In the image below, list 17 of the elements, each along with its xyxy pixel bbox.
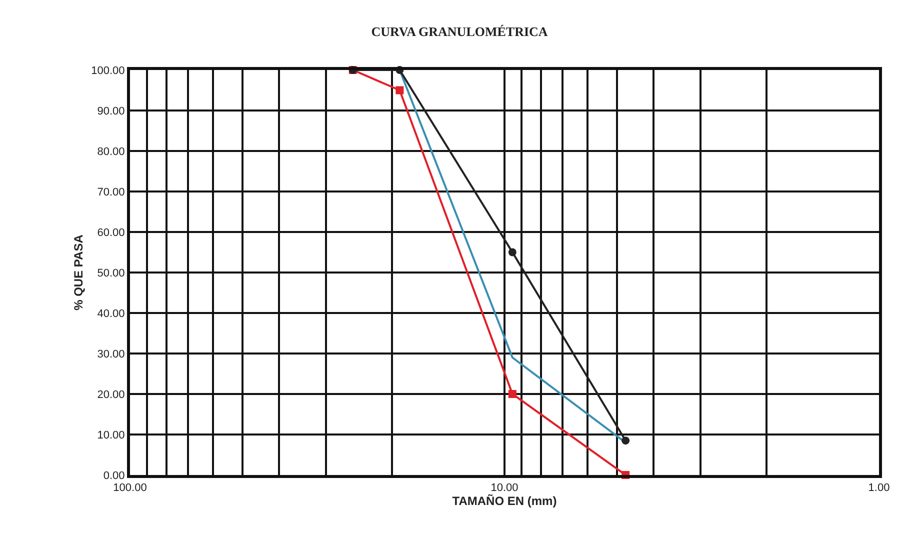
y-tick-label: 20.00 <box>97 388 125 401</box>
x-tick-label: 100.00 <box>113 482 147 494</box>
x-tick-label: 10.00 <box>490 482 518 494</box>
y-tick-label: 50.00 <box>97 267 125 280</box>
y-tick-label: 60.00 <box>97 226 125 239</box>
y-tick-label: 0.00 <box>103 470 125 482</box>
y-tick-label: 70.00 <box>97 186 125 198</box>
x-axis-title: TAMAÑO EN (mm) <box>452 494 557 508</box>
y-tick-label: 30.00 <box>97 348 125 360</box>
y-tick-label: 40.00 <box>97 308 125 320</box>
chart-title: CURVA GRANULOMÉTRICA <box>371 24 548 40</box>
x-tick-label: 1.00 <box>868 482 890 494</box>
y-axis-title: % QUE PASA <box>71 234 86 310</box>
y-tick-label: 100.00 <box>91 64 125 77</box>
y-tick-label: 10.00 <box>97 429 125 442</box>
y-tick-label: 90.00 <box>97 105 125 118</box>
y-tick-label: 80.00 <box>97 146 125 158</box>
